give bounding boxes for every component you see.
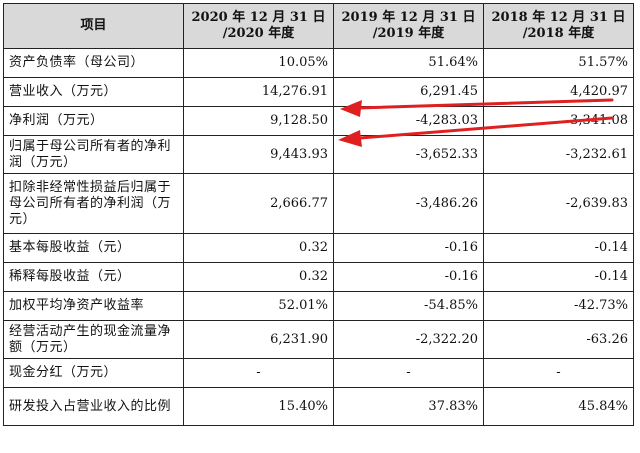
- row-label: 归属于母公司所有者的净利润（万元）: [3, 135, 184, 174]
- table-row: 经营活动产生的现金流量净额（万元） 6,231.90 -2,322.20 -63…: [3, 320, 634, 359]
- table-row: 营业收入（万元） 14,276.91 6,291.45 4,420.97: [3, 77, 634, 107]
- cell-2018: -: [483, 358, 634, 388]
- row-label: 经营活动产生的现金流量净额（万元）: [3, 320, 184, 359]
- cell-2018: -3,232.61: [483, 135, 634, 174]
- cell-2018: -0.14: [483, 262, 634, 292]
- header-2020: 2020 年 12 月 31 日 /2020 年度: [183, 3, 334, 49]
- cell-2018: 4,420.97: [483, 77, 634, 107]
- table-row: 基本每股收益（元） 0.32 -0.16 -0.14: [3, 233, 634, 263]
- cell-2019: 6,291.45: [333, 77, 484, 107]
- header-2020-line1: 2020 年 12 月 31 日: [191, 10, 326, 25]
- cell-2020: 0.32: [183, 233, 334, 263]
- financial-table-container: 项目 2020 年 12 月 31 日 /2020 年度 2019 年 12 月…: [3, 3, 634, 426]
- cell-2020: 15.40%: [183, 387, 334, 426]
- cell-2020: 0.32: [183, 262, 334, 292]
- row-label: 加权平均净资产收益率: [3, 291, 184, 321]
- cell-2018: -42.73%: [483, 291, 634, 321]
- cell-2019: -0.16: [333, 262, 484, 292]
- cell-2018: -63.26: [483, 320, 634, 359]
- header-2019-line1: 2019 年 12 月 31 日: [341, 10, 476, 25]
- row-label: 资产负债率（母公司）: [3, 48, 184, 78]
- cell-2020: -: [183, 358, 334, 388]
- row-label: 研发投入占营业收入的比例: [3, 387, 184, 426]
- table-row: 扣除非经常性损益后归属于母公司所有者的净利润（万元） 2,666.77 -3,4…: [3, 173, 634, 234]
- cell-2019: -0.16: [333, 233, 484, 263]
- table-row: 资产负债率（母公司） 10.05% 51.64% 51.57%: [3, 48, 634, 78]
- cell-2020: 6,231.90: [183, 320, 334, 359]
- table-row: 加权平均净资产收益率 52.01% -54.85% -42.73%: [3, 291, 634, 321]
- table-row: 研发投入占营业收入的比例 15.40% 37.83% 45.84%: [3, 387, 634, 426]
- row-label: 现金分红（万元）: [3, 358, 184, 388]
- cell-2019: -2,322.20: [333, 320, 484, 359]
- header-2020-line2: /2020 年度: [222, 26, 295, 41]
- cell-2020: 10.05%: [183, 48, 334, 78]
- cell-2019: 37.83%: [333, 387, 484, 426]
- header-item: 项目: [3, 3, 184, 49]
- cell-2018: -3,341.08: [483, 106, 634, 136]
- cell-2020: 9,128.50: [183, 106, 334, 136]
- row-label: 扣除非经常性损益后归属于母公司所有者的净利润（万元）: [3, 173, 184, 234]
- row-label: 稀释每股收益（元）: [3, 262, 184, 292]
- table-row: 现金分红（万元） - - -: [3, 358, 634, 388]
- financial-indicators-table: 项目 2020 年 12 月 31 日 /2020 年度 2019 年 12 月…: [3, 3, 634, 426]
- cell-2019: -3,486.26: [333, 173, 484, 234]
- cell-2020: 2,666.77: [183, 173, 334, 234]
- cell-2020: 9,443.93: [183, 135, 334, 174]
- table-row: 归属于母公司所有者的净利润（万元） 9,443.93 -3,652.33 -3,…: [3, 135, 634, 174]
- cell-2020: 14,276.91: [183, 77, 334, 107]
- cell-2019: -: [333, 358, 484, 388]
- header-2018-line1: 2018 年 12 月 31 日: [491, 10, 626, 25]
- cell-2019: -4,283.03: [333, 106, 484, 136]
- header-2019-line2: /2019 年度: [372, 26, 445, 41]
- table-row: 稀释每股收益（元） 0.32 -0.16 -0.14: [3, 262, 634, 292]
- cell-2018: 45.84%: [483, 387, 634, 426]
- table-row: 净利润（万元） 9,128.50 -4,283.03 -3,341.08: [3, 106, 634, 136]
- cell-2018: 51.57%: [483, 48, 634, 78]
- header-2018: 2018 年 12 月 31 日 /2018 年度: [483, 3, 634, 49]
- row-label: 净利润（万元）: [3, 106, 184, 136]
- header-2018-line2: /2018 年度: [522, 26, 595, 41]
- row-label: 营业收入（万元）: [3, 77, 184, 107]
- header-2019: 2019 年 12 月 31 日 /2019 年度: [333, 3, 484, 49]
- row-label: 基本每股收益（元）: [3, 233, 184, 263]
- cell-2019: 51.64%: [333, 48, 484, 78]
- cell-2019: -3,652.33: [333, 135, 484, 174]
- cell-2018: -0.14: [483, 233, 634, 263]
- cell-2018: -2,639.83: [483, 173, 634, 234]
- cell-2020: 52.01%: [183, 291, 334, 321]
- table-header-row: 项目 2020 年 12 月 31 日 /2020 年度 2019 年 12 月…: [3, 3, 634, 49]
- cell-2019: -54.85%: [333, 291, 484, 321]
